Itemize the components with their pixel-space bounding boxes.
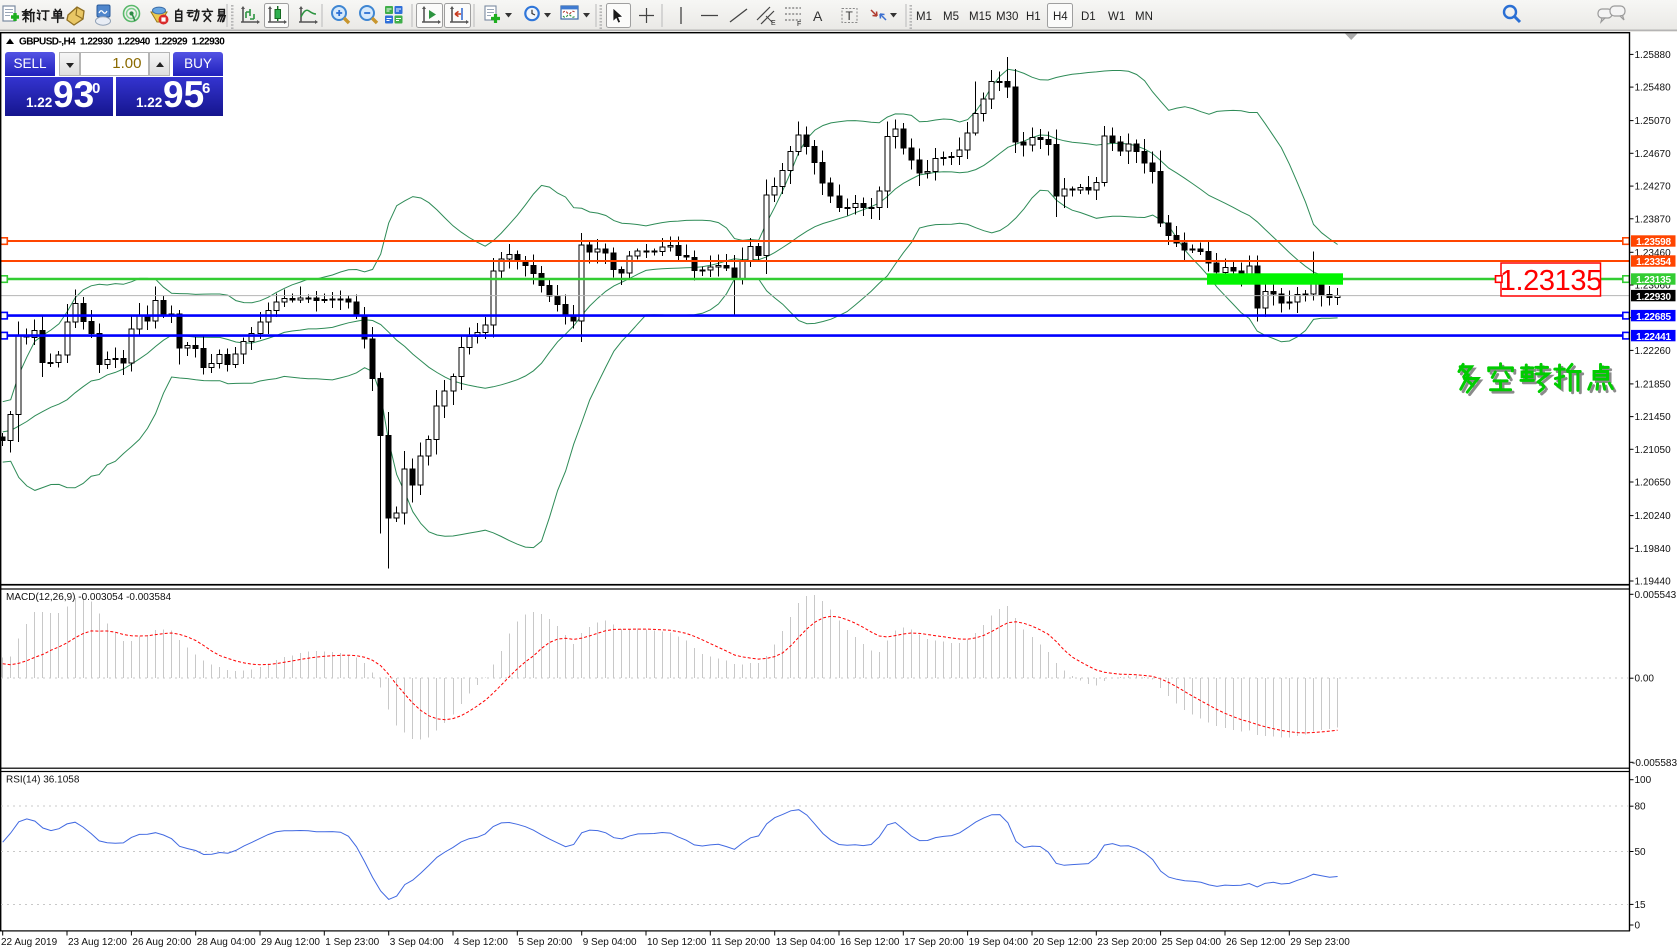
svg-text:17 Sep 20:00: 17 Sep 20:00 [904, 937, 964, 948]
svg-text:1 Sep 23:00: 1 Sep 23:00 [325, 937, 379, 948]
svg-text:1.25070: 1.25070 [1635, 116, 1672, 127]
svg-text:16 Sep 12:00: 16 Sep 12:00 [840, 937, 900, 948]
svg-text:E: E [771, 20, 776, 27]
svg-text:4 Sep 12:00: 4 Sep 12:00 [454, 937, 508, 948]
svg-text:1.22930 1.22940 1.22929 1.2: 1.22930 1.22940 1.22929 1.22930 [80, 37, 225, 48]
svg-text:A: A [813, 8, 823, 24]
svg-text:20 Sep 12:00: 20 Sep 12:00 [1033, 937, 1093, 948]
svg-text:22 Aug 2019: 22 Aug 2019 [1, 937, 58, 948]
svg-text:1.21050: 1.21050 [1635, 445, 1672, 456]
svg-text:M5: M5 [943, 11, 959, 23]
svg-text:15: 15 [1635, 900, 1647, 911]
svg-text:1.22260: 1.22260 [1635, 346, 1672, 357]
svg-text:25 Sep 04:00: 25 Sep 04:00 [1162, 937, 1222, 948]
svg-text:26 Aug 20:00: 26 Aug 20:00 [132, 937, 191, 948]
svg-text:1.23460: 1.23460 [1635, 248, 1672, 259]
svg-text:29 Sep 23:00: 29 Sep 23:00 [1290, 937, 1350, 948]
svg-text:1.21450: 1.21450 [1635, 412, 1672, 423]
svg-text:23 Aug 12:00: 23 Aug 12:00 [68, 937, 127, 948]
svg-text:MN: MN [1135, 11, 1153, 23]
svg-text:1.23870: 1.23870 [1635, 214, 1672, 225]
svg-text:0.005543: 0.005543 [1635, 590, 1677, 601]
svg-text:W1: W1 [1108, 11, 1125, 23]
svg-text:1.23135: 1.23135 [1636, 275, 1671, 286]
svg-text:19 Sep 04:00: 19 Sep 04:00 [969, 937, 1029, 948]
svg-text:29 Aug 12:00: 29 Aug 12:00 [261, 937, 320, 948]
svg-text:GBPUSD-,H4: GBPUSD-,H4 [19, 37, 76, 48]
svg-text:1.25880: 1.25880 [1635, 50, 1672, 61]
svg-text:9 Sep 04:00: 9 Sep 04:00 [583, 937, 637, 948]
svg-text:23 Sep 20:00: 23 Sep 20:00 [1097, 937, 1157, 948]
svg-text:0: 0 [1635, 921, 1641, 932]
svg-text:H1: H1 [1026, 11, 1041, 23]
svg-text:50: 50 [1635, 847, 1647, 858]
svg-text:28 Aug 04:00: 28 Aug 04:00 [197, 937, 256, 948]
svg-text:T: T [846, 9, 854, 23]
svg-text:1.22441: 1.22441 [1636, 332, 1671, 343]
svg-text:M15: M15 [969, 11, 991, 23]
svg-text:D1: D1 [1081, 11, 1096, 23]
svg-text:1.23135: 1.23135 [1500, 265, 1602, 297]
svg-text:11 Sep 20:00: 11 Sep 20:00 [711, 937, 770, 948]
svg-text:1.25480: 1.25480 [1635, 83, 1672, 94]
svg-text:80: 80 [1635, 802, 1647, 813]
svg-text:1.24670: 1.24670 [1635, 149, 1672, 160]
svg-text:100: 100 [1635, 775, 1652, 786]
svg-text:RSI(14) 36.1058: RSI(14) 36.1058 [6, 775, 80, 786]
svg-text:M30: M30 [996, 11, 1018, 23]
svg-text:26 Sep 12:00: 26 Sep 12:00 [1226, 937, 1286, 948]
svg-text:1.22685: 1.22685 [1636, 312, 1671, 323]
svg-text:1.24270: 1.24270 [1635, 182, 1672, 193]
svg-text:F: F [797, 21, 801, 28]
svg-text:3 Sep 04:00: 3 Sep 04:00 [390, 937, 444, 948]
svg-text:1.20240: 1.20240 [1635, 511, 1672, 522]
svg-text:1.23598: 1.23598 [1636, 237, 1671, 248]
svg-text:5 Sep 20:00: 5 Sep 20:00 [518, 937, 572, 948]
svg-text:-0.005583: -0.005583 [1632, 758, 1677, 769]
svg-text:MACD(12,26,9) -0.003054 -0.003: MACD(12,26,9) -0.003054 -0.003584 [6, 592, 172, 603]
svg-text:1.19840: 1.19840 [1635, 544, 1672, 555]
svg-text:1.22930: 1.22930 [1636, 292, 1671, 303]
svg-text:1.20650: 1.20650 [1635, 478, 1672, 489]
svg-text:1.21850: 1.21850 [1635, 379, 1672, 390]
svg-text:0.00: 0.00 [1635, 674, 1655, 685]
svg-text:1.23060: 1.23060 [1635, 281, 1672, 292]
svg-text:13 Sep 04:00: 13 Sep 04:00 [776, 937, 836, 948]
svg-text:M1: M1 [916, 11, 932, 23]
svg-text:10 Sep 12:00: 10 Sep 12:00 [647, 937, 707, 948]
svg-text:1.19440: 1.19440 [1635, 577, 1672, 588]
svg-text:H4: H4 [1053, 11, 1068, 23]
svg-text:1.23354: 1.23354 [1636, 257, 1671, 268]
